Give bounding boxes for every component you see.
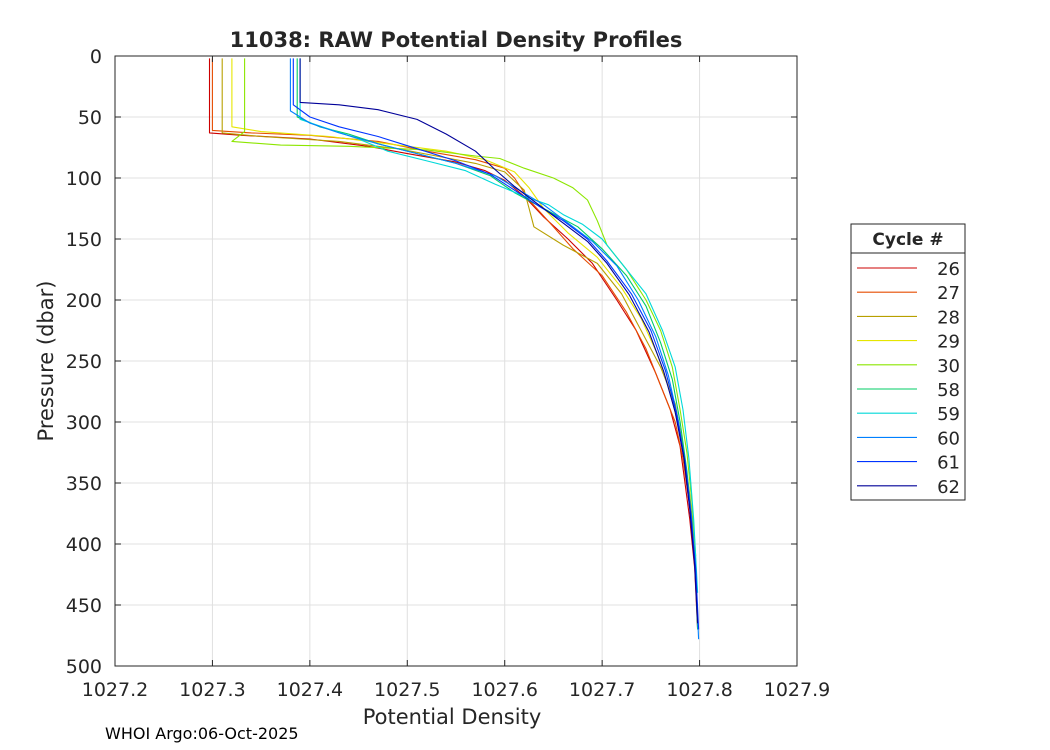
x-tick-label: 1027.5 [374,679,440,701]
y-tick-label: 300 [66,412,102,434]
y-tick-label: 200 [66,290,102,312]
legend-box [850,223,966,501]
series-line-cycle-58 [296,58,699,630]
x-tick-label: 1027.6 [471,679,537,701]
y-tick-label: 150 [66,229,102,251]
y-tick-label: 50 [78,107,102,129]
y-tick-label: 400 [66,534,102,556]
legend-label: 61 [937,453,960,474]
axis-ticks: 1027.2 1027.3 1027.4 1027.5 1027.6 1027.7 1027… [66,46,831,701]
legend-label: 29 [937,332,960,353]
y-axis-label: Pressure (dbar) [34,281,58,442]
x-tick-label: 1027.2 [82,679,148,701]
series-lines [208,58,700,640]
series-line-cycle-26 [208,58,699,630]
y-tick-label: 500 [66,656,102,678]
chart-title: 11038: RAW Potential Density Profiles [230,28,683,52]
series-line-cycle-61 [292,58,700,630]
x-tick-label: 1027.3 [179,679,245,701]
y-tick-label: 250 [66,351,102,373]
legend-label: 28 [937,307,960,328]
legend: Cycle # 26 27 28 29 30 58 59 60 61 62 [850,223,966,501]
legend-label: 60 [937,428,960,449]
y-tick-label: 450 [66,595,102,617]
x-tick-label: 1027.9 [764,679,830,701]
y-tick-label: 0 [90,46,102,68]
legend-title: Cycle # [872,230,943,250]
series-line-cycle-62 [299,58,699,624]
series-line-cycle-59 [299,58,699,593]
series-line-cycle-27 [211,58,699,618]
legend-label: 27 [937,283,960,304]
y-tick-label: 100 [66,168,102,190]
series-line-cycle-60 [289,58,700,640]
legend-label: 58 [937,380,960,401]
legend-label: 59 [937,404,960,425]
x-tick-label: 1027.8 [666,679,732,701]
x-axis-label: Potential Density [363,705,542,729]
legend-label: 30 [937,356,960,377]
legend-items: 26 27 28 29 30 58 59 60 61 62 [857,259,960,498]
series-line-cycle-30 [231,58,697,557]
legend-label: 62 [937,477,960,498]
x-tick-label: 1027.7 [569,679,635,701]
y-tick-label: 350 [66,473,102,495]
legend-label: 26 [937,259,960,280]
grid [114,55,798,667]
x-tick-label: 1027.4 [277,679,343,701]
footer-credit: WHOI Argo:06-Oct-2025 [105,724,299,743]
